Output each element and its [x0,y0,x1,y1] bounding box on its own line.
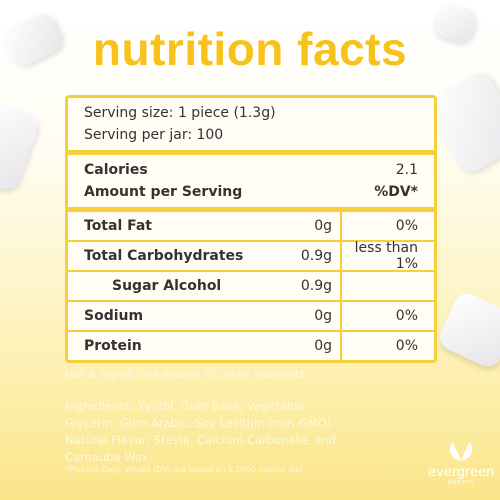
nutrient-amount: 0.9g [257,242,342,270]
nutrient-dv: 0% [395,338,418,354]
nutrient-row: Protein 0g 0% [68,332,434,360]
nutrient-amount: 0g [257,332,342,360]
nutrient-row: Total Fat 0g 0% [68,212,434,242]
nutrient-name: Total Fat [84,218,153,234]
nutrient-name: Sugar Alcohol [112,278,222,294]
serving-size: Serving size: 1 piece (1.3g) [84,105,276,121]
nutrient-row: Sugar Alcohol 0.9g [68,272,434,302]
gum-decoration [435,289,500,371]
note: Not a significant source of other nutrie… [65,367,309,381]
nutrient-amount: 0.9g [257,272,342,300]
ingredients: Ingredients: Xylitol, Gum Base, Vegetabl… [65,399,336,464]
footnote: *Percent Daily Values (DV) are based on … [65,465,306,474]
serving-section: Serving size: 1 piece (1.3g) Serving per… [68,98,434,155]
nutrient-amount: 0g [257,212,342,240]
nutrient-dv: 0% [395,308,418,324]
nutrient-row: Sodium 0g 0% [68,302,434,332]
logo-text: evergreen [428,465,495,480]
logo-subtext: SWEETS [447,480,475,486]
nutrient-row: Total Carbohydrates 0.9g less than 1% [68,240,434,272]
calories-label: Calories [84,162,148,178]
logo-leaf [449,442,473,461]
nutrient-dv: less than 1% [354,240,418,272]
calories-section: Calories 2.1 Amount per Serving %DV* [68,155,434,212]
nutrient-name: Sodium [84,308,144,324]
dv-header: %DV* [374,184,418,200]
servings-per-jar: Serving per jar: 100 [84,127,224,143]
nutrient-name: Protein [84,338,142,354]
nutrient-dv: 0% [395,218,418,234]
nutrition-table: Serving size: 1 piece (1.3g) Serving per… [65,95,437,363]
logo: evergreen SWEETS [428,440,494,486]
amount-label: Amount per Serving [84,184,243,200]
calories-value: 2.1 [395,162,418,178]
nutrient-name: Total Carbohydrates [84,248,244,264]
nutrient-amount: 0g [257,302,342,330]
gum-decoration [0,97,42,193]
title: nutrition facts [92,23,408,75]
nutrient-rows: Total Fat 0g 0% Total Carbohydrates 0.9g less… [68,212,434,360]
